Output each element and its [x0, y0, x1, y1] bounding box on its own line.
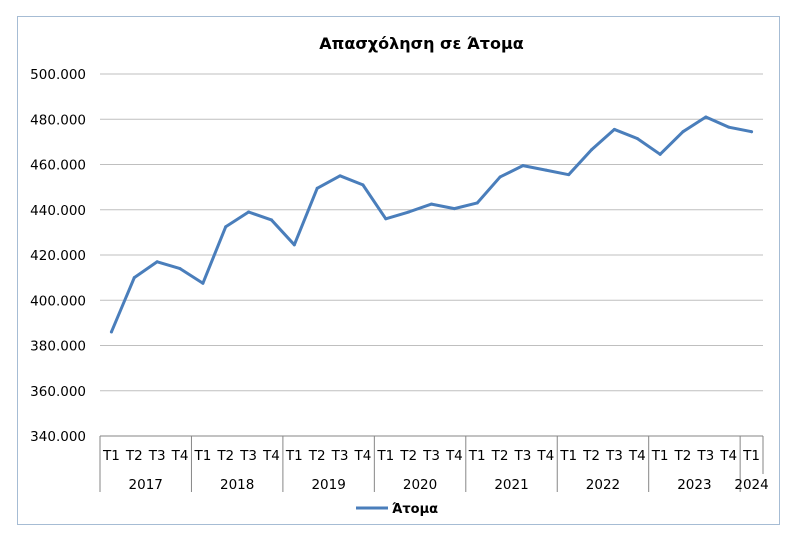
data-point: [247, 210, 251, 214]
x-category-label: Τ3: [239, 448, 257, 464]
data-point: [704, 115, 708, 119]
y-tick-label: 340.000: [30, 429, 86, 445]
x-year-label: 2018: [220, 477, 254, 493]
y-tick-label: 480.000: [30, 112, 86, 128]
data-point: [292, 243, 296, 247]
x-category-label: Τ3: [148, 448, 166, 464]
x-year-label: 2021: [494, 477, 528, 493]
data-point: [475, 201, 479, 205]
x-category-label: Τ1: [285, 448, 303, 464]
data-point: [430, 202, 433, 206]
chart-frame: Απασχόληση σε Άτομα 340.000 360.000 380.00…: [17, 16, 780, 525]
x-category-label: Τ3: [605, 448, 623, 464]
data-point: [452, 207, 456, 211]
data-point: [727, 125, 731, 129]
x-category-label: Τ1: [376, 448, 394, 464]
x-category-label: Τ2: [308, 448, 326, 464]
data-point: [612, 127, 616, 131]
line-chart: Απασχόληση σε Άτομα 340.000 360.000 380.00…: [30, 34, 769, 517]
x-category-label: Τ3: [696, 448, 714, 464]
data-point: [681, 130, 685, 134]
x-category-label: Τ1: [468, 448, 486, 464]
data-point: [361, 183, 365, 187]
x-year-label: 2019: [311, 477, 345, 493]
x-category-label: Τ1: [193, 448, 211, 464]
x-category-label: Τ1: [651, 448, 669, 464]
y-tick-label: 400.000: [30, 293, 86, 309]
data-point: [498, 175, 502, 179]
x-year-label: 2022: [586, 477, 620, 493]
data-point: [315, 186, 319, 190]
data-point: [338, 174, 342, 178]
x-category-label: Τ4: [628, 448, 646, 464]
x-category-label: Τ3: [331, 448, 349, 464]
legend-label: Άτομα: [392, 502, 438, 517]
data-point: [658, 152, 662, 156]
x-category-label: Τ4: [262, 448, 280, 464]
x-category-label: Τ1: [102, 448, 120, 464]
x-category-label: Τ2: [674, 448, 692, 464]
x-category-label: Τ2: [582, 448, 600, 464]
x-category-label: Τ2: [125, 448, 143, 464]
x-year-label: 2020: [403, 477, 437, 493]
data-point: [567, 173, 571, 177]
x-category-label: Τ2: [491, 448, 509, 464]
x-category-label: Τ2: [399, 448, 417, 464]
data-point: [155, 260, 159, 264]
y-tick-label: 360.000: [30, 384, 86, 400]
data-point: [224, 225, 228, 229]
y-tick-label: 460.000: [30, 158, 86, 174]
y-tick-label: 500.000: [30, 67, 86, 83]
x-category-label: Τ1: [559, 448, 577, 464]
x-category-label: Τ4: [353, 448, 371, 464]
x-category-label: Τ4: [171, 448, 189, 464]
data-point: [521, 164, 525, 168]
data-point: [635, 136, 639, 140]
x-year-label: 2017: [129, 477, 163, 493]
x-category-label: Τ4: [536, 448, 554, 464]
data-point: [544, 168, 548, 172]
data-point: [132, 276, 136, 280]
series-line: [109, 115, 754, 334]
data-point: [269, 218, 273, 222]
y-tick-label: 420.000: [30, 248, 86, 264]
x-category-label: Τ3: [514, 448, 532, 464]
data-point: [407, 210, 411, 214]
data-point: [178, 267, 182, 271]
x-category-label: Τ1: [742, 448, 760, 464]
x-category-label: Τ2: [216, 448, 234, 464]
y-tick-label: 380.000: [30, 339, 86, 355]
x-year-label: 2023: [677, 477, 711, 493]
data-point: [750, 130, 754, 134]
x-category-label: Τ3: [422, 448, 440, 464]
x-year-label: 2024: [734, 477, 768, 493]
x-category-label: Τ4: [719, 448, 737, 464]
y-tick-label: 440.000: [30, 203, 86, 219]
data-point: [201, 281, 205, 285]
data-point: [109, 330, 113, 334]
x-category-label: Τ4: [445, 448, 463, 464]
data-point: [590, 148, 594, 152]
data-point: [384, 217, 388, 221]
chart-title: Απασχόληση σε Άτομα: [319, 34, 523, 53]
